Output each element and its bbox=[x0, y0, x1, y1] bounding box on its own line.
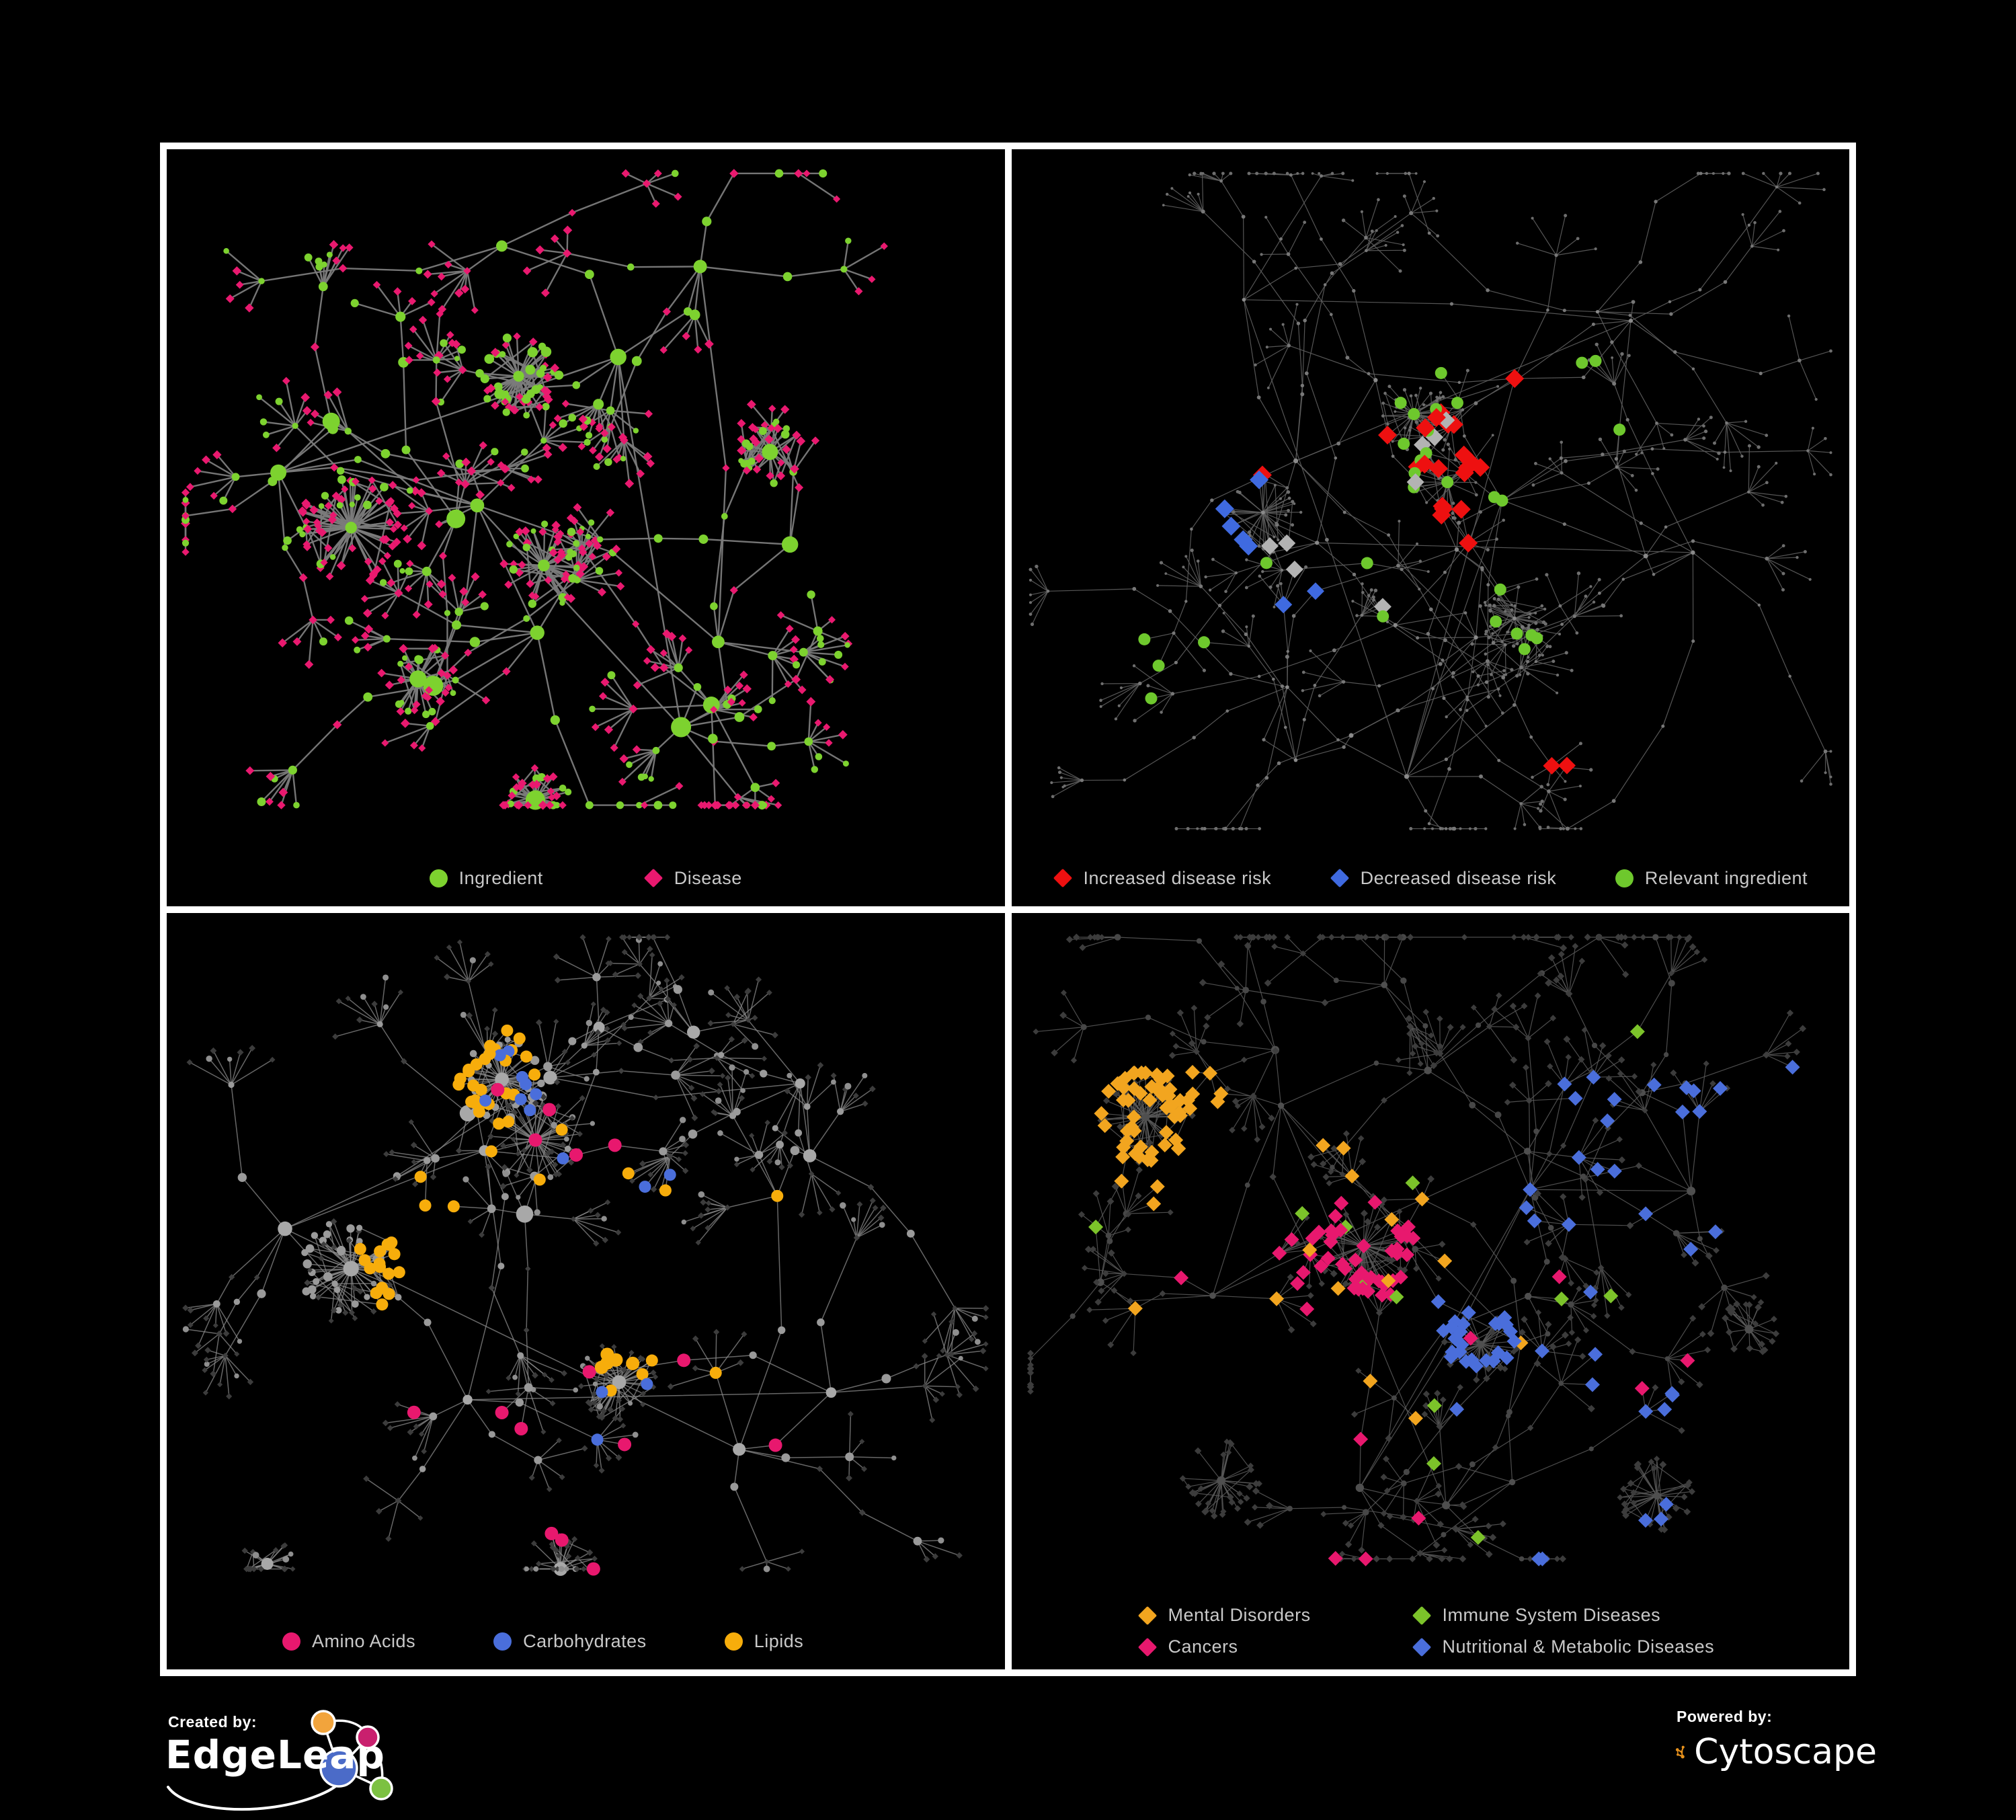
legend-label: Mental Disorders bbox=[1168, 1605, 1311, 1625]
legend-item-immune-system-diseases: Immune System Diseases bbox=[1412, 1605, 1850, 1626]
legend-item-cancers: Cancers bbox=[1137, 1636, 1412, 1657]
legend-disease-classes: Mental Disorders Immune System Diseases Ca… bbox=[1012, 1605, 1850, 1657]
disease-risk-network bbox=[1029, 171, 1832, 831]
lipids-marker-icon bbox=[724, 1632, 743, 1651]
powered-by-label: Powered by: bbox=[1677, 1708, 1773, 1725]
nutritional-metabolic-diseases-marker-icon bbox=[1412, 1637, 1431, 1657]
legend-item-nutritional-metabolic-diseases: Nutritional & Metabolic Diseases bbox=[1412, 1636, 1850, 1657]
immune-system-diseases-marker-icon bbox=[1412, 1606, 1431, 1625]
legend-label: Decreased disease risk bbox=[1360, 867, 1557, 888]
cytoscape-brand: Cytoscape bbox=[1694, 1732, 1877, 1772]
decreased-disease-risk-marker-icon bbox=[1330, 868, 1349, 888]
legend-item-lipids: Lipids bbox=[724, 1631, 804, 1652]
panel-ingredient-disease: Ingredient Disease bbox=[167, 149, 1005, 906]
nutrient-classes-network bbox=[182, 933, 990, 1576]
edgeleap-brand: EdgeLeap bbox=[165, 1732, 385, 1778]
relevant-ingredient-marker-icon bbox=[1615, 869, 1634, 887]
legend-label: Amino Acids bbox=[312, 1631, 416, 1651]
legend-item-relevant-ingredient: Relevant ingredient bbox=[1615, 868, 1808, 889]
panel-nutrient-classes: Amino Acids Carbohydrates Lipids bbox=[167, 912, 1005, 1669]
disease-classes-network bbox=[1026, 933, 1806, 1567]
carbohydrates-marker-icon bbox=[493, 1632, 512, 1651]
legend-nutrient-classes: Amino Acids Carbohydrates Lipids bbox=[167, 1631, 1005, 1652]
legend-item-disease: Disease bbox=[643, 867, 742, 889]
ingredient-disease-network bbox=[181, 169, 888, 810]
edgeleap-credit: Created by: EdgeLeap bbox=[159, 1702, 428, 1817]
edgeleap-logo-icon bbox=[167, 1710, 393, 1811]
legend-label: Immune System Diseases bbox=[1442, 1605, 1661, 1625]
legend-label: Lipids bbox=[754, 1631, 804, 1651]
legend-item-amino-acids: Amino Acids bbox=[282, 1631, 415, 1652]
panel-disease-risk: Increased disease risk Decreased disease … bbox=[1011, 149, 1850, 906]
legend-item-increased-disease-risk: Increased disease risk bbox=[1053, 868, 1272, 889]
figure-grid: Ingredient Disease Increased disease risk… bbox=[160, 143, 1856, 1676]
legend-item-ingredient: Ingredient bbox=[429, 867, 543, 889]
panel-disease-classes: Mental Disorders Immune System Diseases Ca… bbox=[1011, 912, 1850, 1669]
cytoscape-credit: Powered by: Cytoscape bbox=[1675, 1708, 1877, 1776]
cytoscape-icon bbox=[1675, 1745, 1685, 1759]
legend-item-decreased-disease-risk: Decreased disease risk bbox=[1330, 868, 1557, 889]
increased-disease-risk-marker-icon bbox=[1053, 868, 1072, 888]
mental-disorders-marker-icon bbox=[1137, 1606, 1157, 1625]
disease-marker-icon bbox=[643, 868, 663, 888]
legend-label: Carbohydrates bbox=[523, 1631, 647, 1651]
legend-ingredient-disease: Ingredient Disease bbox=[167, 868, 1005, 889]
created-by-label: Created by: bbox=[168, 1713, 257, 1731]
legend-label: Relevant ingredient bbox=[1644, 867, 1808, 888]
cancers-marker-icon bbox=[1137, 1637, 1157, 1657]
ingredient-marker-icon bbox=[429, 869, 448, 887]
legend-item-carbohydrates: Carbohydrates bbox=[493, 1631, 647, 1652]
legend-label: Disease bbox=[674, 867, 742, 888]
legend-label: Ingredient bbox=[458, 867, 543, 888]
legend-item-mental-disorders: Mental Disorders bbox=[1137, 1605, 1412, 1626]
legend-label: Increased disease risk bbox=[1083, 867, 1272, 888]
legend-label: Cancers bbox=[1168, 1636, 1238, 1657]
amino-acids-marker-icon bbox=[282, 1632, 300, 1651]
legend-disease-risk: Increased disease risk Decreased disease … bbox=[1012, 868, 1850, 889]
legend-label: Nutritional & Metabolic Diseases bbox=[1442, 1636, 1715, 1657]
